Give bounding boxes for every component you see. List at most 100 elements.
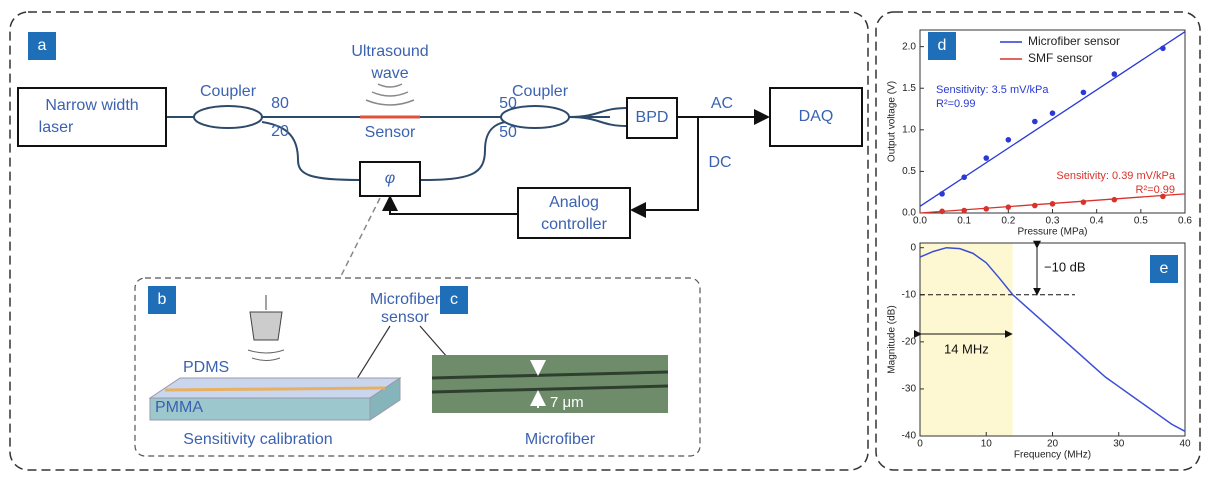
y-tick-label: -10 [902, 289, 917, 300]
point [1049, 201, 1056, 207]
daq-box [769, 87, 863, 147]
legend-label: SMF sensor [1028, 51, 1093, 65]
dc-label: DC [708, 154, 731, 171]
controller-label: Analog [549, 194, 599, 211]
point [1160, 45, 1166, 52]
ratio: 80 [271, 95, 289, 112]
laser-box [17, 87, 167, 147]
point [1160, 193, 1166, 200]
point [983, 206, 990, 212]
pmma-label: PMMA [155, 399, 203, 416]
point [1111, 196, 1118, 203]
fiber [164, 386, 386, 392]
panel-label: d [938, 37, 947, 54]
y-tick-label: 0.0 [902, 208, 916, 219]
point [1111, 71, 1118, 77]
point [1032, 118, 1038, 125]
ratio: 20 [271, 123, 289, 140]
point [1005, 204, 1012, 210]
fiber-edge [431, 370, 669, 380]
transducer [249, 295, 283, 341]
annotation: 14 MHz [944, 341, 989, 356]
x-tick-label: 0.0 [913, 216, 927, 227]
bpd-label: BPD [636, 109, 669, 126]
fiber [166, 107, 628, 181]
coupler [193, 105, 263, 129]
coupler [500, 105, 570, 129]
ultrasound-waves [365, 83, 415, 106]
ultrasound-label: Ultrasound [351, 43, 428, 60]
callout-label: sensor [381, 309, 430, 326]
panel-label: c [450, 291, 458, 308]
pdms-label: PDMS [183, 359, 229, 376]
annotation: Sensitivity: 3.5 mV/kPa [936, 84, 1049, 96]
y-tick-label: -30 [902, 384, 917, 395]
y-axis-label: Magnitude (dB) [887, 305, 898, 373]
slab-side [369, 377, 401, 421]
legend-label: Microfiber sensor [1028, 34, 1120, 48]
y-tick-label: 0.5 [902, 166, 916, 177]
controller-label: controller [541, 216, 607, 233]
point [961, 174, 967, 181]
panel-badge [1150, 255, 1178, 283]
line [919, 246, 1186, 432]
annotation: R²=0.99 [1136, 184, 1175, 196]
point [939, 208, 945, 215]
ac-label: AC [711, 95, 733, 112]
caption: Microfiber [525, 431, 596, 448]
point [939, 191, 945, 197]
laser-label: laser [39, 119, 74, 136]
annotation: Sensitivity: 0.39 mV/kPa [1056, 170, 1175, 182]
point [1005, 137, 1012, 143]
x-tick-label: 40 [1179, 439, 1191, 450]
x-tick-label: 0.2 [1001, 216, 1015, 227]
caption: Sensitivity calibration [183, 431, 332, 448]
ultrasound-label: wave [370, 65, 408, 82]
micrograph [432, 355, 668, 413]
point [1080, 89, 1087, 96]
point [1049, 110, 1056, 116]
panel-frame [875, 11, 1201, 471]
annotation: R²=0.99 [936, 98, 975, 110]
x-tick-label: 10 [981, 439, 993, 450]
arrow [630, 117, 699, 218]
laser-label: Narrow width [45, 97, 138, 114]
waves [247, 349, 285, 361]
y-axis-label: Output voltage (V) [887, 81, 898, 162]
fiber-edge [431, 384, 669, 394]
x-tick-label: 0.6 [1178, 216, 1192, 227]
arrow [382, 195, 518, 215]
x-tick-label: 0.3 [1046, 216, 1060, 227]
ratio: 50 [499, 124, 517, 141]
daq-label: DAQ [799, 108, 834, 125]
annotation: −10 dB [1044, 259, 1086, 274]
y-tick-label: 2.0 [902, 41, 916, 52]
y-tick-label: 0 [910, 242, 916, 253]
point [983, 155, 990, 161]
y-tick-label: -20 [902, 336, 917, 347]
panel-badge [28, 32, 56, 60]
panel-frame [9, 11, 869, 471]
panel-badge [440, 286, 468, 314]
x-tick-label: 20 [1047, 439, 1059, 450]
highlight [920, 243, 1013, 436]
y-tick-label: -40 [902, 431, 917, 442]
sensor-label: Sensor [365, 124, 416, 141]
controller-box [517, 187, 631, 239]
ratio: 50 [499, 95, 517, 112]
y-tick-label: 1.5 [902, 83, 916, 94]
point [1032, 202, 1038, 209]
phase-label: φ [385, 170, 395, 187]
x-tick-label: 0.1 [957, 216, 971, 227]
width-label: 7 μm [550, 394, 584, 411]
callout-line [339, 197, 381, 279]
x-tick-label: 0.4 [1090, 216, 1104, 227]
panel-label: b [158, 291, 167, 308]
panel-badge [148, 286, 176, 314]
bpd-box [626, 97, 678, 139]
callout-label: Microfiber [370, 291, 441, 308]
x-tick-label: 30 [1113, 439, 1125, 450]
phase-box [359, 161, 421, 197]
panel-label: e [1160, 260, 1169, 277]
